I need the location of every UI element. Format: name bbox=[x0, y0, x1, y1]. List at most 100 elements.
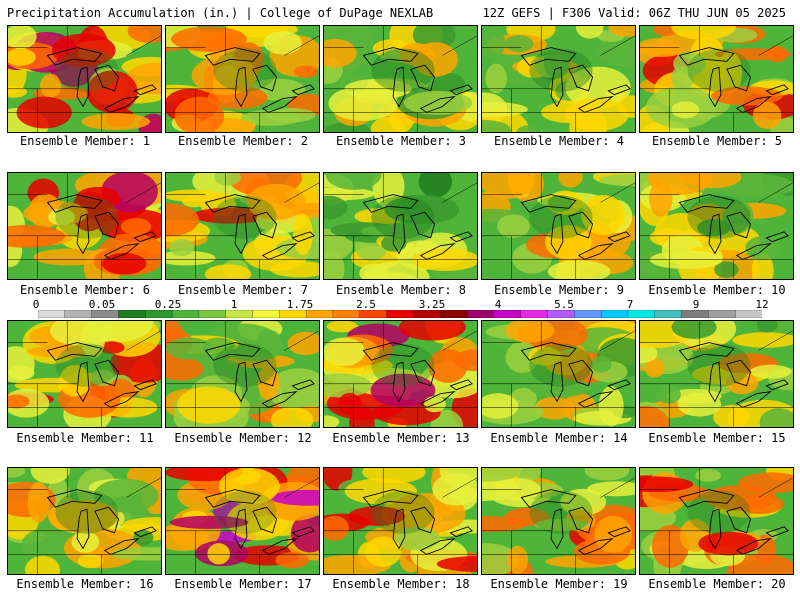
state-border bbox=[284, 477, 319, 498]
precip-area bbox=[127, 26, 161, 43]
lake-outline bbox=[520, 342, 577, 361]
lake-outline bbox=[726, 359, 752, 387]
precip-area bbox=[394, 526, 440, 551]
colorbar-tick-label: 12 bbox=[755, 298, 769, 311]
lake-outline bbox=[520, 489, 577, 508]
lake-outline bbox=[392, 361, 406, 403]
ensemble-member-label: Ensemble Member: 14 bbox=[490, 431, 628, 445]
precip-area bbox=[534, 396, 575, 420]
precip-area bbox=[8, 394, 30, 409]
precip-area bbox=[594, 515, 633, 553]
colorbar bbox=[38, 310, 762, 318]
lake-outline bbox=[765, 526, 789, 538]
precip-area bbox=[268, 368, 319, 412]
lake-outline bbox=[103, 96, 140, 113]
precip-area bbox=[714, 261, 739, 278]
header: Precipitation Accumulation (in.) | Colle… bbox=[0, 0, 800, 24]
precip-area bbox=[81, 113, 151, 131]
lake-outline bbox=[392, 66, 406, 108]
precip-area bbox=[326, 321, 358, 333]
ensemble-member-label: Ensemble Member: 18 bbox=[332, 577, 470, 591]
colorbar-swatch bbox=[708, 310, 736, 318]
precip-area bbox=[381, 234, 407, 252]
colorbar-swatch bbox=[493, 310, 522, 318]
ensemble-member-label: Ensemble Member: 11 bbox=[16, 431, 154, 445]
precip-area bbox=[482, 393, 519, 419]
ensemble-member-map bbox=[7, 172, 162, 280]
colorbar-tick-label: 0.25 bbox=[154, 298, 182, 311]
lake-outline bbox=[419, 538, 456, 555]
ensemble-member-map bbox=[323, 172, 478, 280]
precip-area bbox=[505, 341, 540, 373]
precip-area bbox=[40, 73, 62, 98]
precip-area bbox=[49, 321, 113, 347]
colorbar-swatch bbox=[520, 310, 549, 318]
lake-outline bbox=[607, 379, 631, 391]
ensemble-member-label: Ensemble Member: 1 bbox=[19, 134, 151, 148]
precip-area bbox=[86, 70, 138, 113]
colorbar-swatch bbox=[735, 310, 762, 318]
precip-area bbox=[90, 369, 115, 387]
lake-outline bbox=[568, 506, 594, 534]
precip-area bbox=[359, 263, 390, 279]
precip-area bbox=[565, 66, 631, 109]
precip-area bbox=[287, 331, 319, 356]
precip-area bbox=[711, 86, 783, 106]
lake-outline bbox=[204, 489, 261, 508]
ensemble-member-map bbox=[323, 467, 478, 575]
lake-outline bbox=[568, 359, 594, 387]
precip-area bbox=[598, 386, 624, 427]
state-border bbox=[758, 182, 793, 203]
ensemble-member-map bbox=[165, 172, 320, 280]
precip-area bbox=[482, 516, 528, 532]
precip-area bbox=[122, 517, 161, 533]
precip-area bbox=[683, 173, 742, 189]
precip-area bbox=[51, 33, 116, 67]
colorbar-swatch bbox=[91, 310, 120, 318]
precip-area bbox=[595, 35, 635, 68]
precip-area bbox=[290, 514, 319, 553]
lake-outline bbox=[520, 194, 577, 213]
ensemble-member-label: Ensemble Member: 13 bbox=[332, 431, 470, 445]
precip-area bbox=[192, 207, 270, 224]
colorbar-swatch bbox=[466, 310, 495, 318]
lake-outline bbox=[291, 526, 315, 538]
precip-area bbox=[608, 26, 635, 37]
lake-outline bbox=[410, 506, 436, 534]
colorbar-tick-label: 0.05 bbox=[88, 298, 116, 311]
ensemble-member-label: Ensemble Member: 6 bbox=[19, 283, 151, 297]
precip-area bbox=[599, 173, 635, 187]
lake-outline bbox=[94, 359, 120, 387]
precip-area bbox=[267, 108, 316, 123]
precip-area bbox=[695, 468, 722, 482]
lake-outline bbox=[103, 391, 140, 408]
colorbar-swatch bbox=[359, 310, 388, 318]
ensemble-member-map bbox=[7, 320, 162, 428]
colorbar-swatch bbox=[440, 310, 468, 318]
precip-area bbox=[75, 186, 121, 210]
lake-outline bbox=[46, 47, 103, 66]
precip-area bbox=[166, 189, 222, 202]
state-border bbox=[600, 35, 635, 56]
precip-area bbox=[722, 199, 754, 234]
colorbar-swatch bbox=[681, 310, 710, 318]
state-border bbox=[284, 182, 319, 203]
state-border bbox=[442, 330, 477, 351]
precip-area bbox=[640, 405, 670, 427]
lake-outline bbox=[708, 66, 722, 108]
ensemble-member-label: Ensemble Member: 8 bbox=[335, 283, 467, 297]
colorbar-tick-label: 4 bbox=[494, 298, 502, 311]
colorbar-swatch bbox=[654, 310, 683, 318]
lake-outline bbox=[94, 506, 120, 534]
state-border bbox=[758, 35, 793, 56]
state-border bbox=[442, 477, 477, 498]
lake-outline bbox=[46, 489, 103, 508]
precip-area bbox=[93, 478, 159, 513]
precip-area bbox=[324, 38, 357, 68]
ensemble-member-label: Ensemble Member: 9 bbox=[493, 283, 625, 297]
colorbar-swatch bbox=[413, 310, 441, 318]
lake-outline bbox=[261, 243, 298, 260]
precip-area bbox=[560, 488, 607, 516]
precip-area bbox=[27, 481, 50, 523]
lake-outline bbox=[133, 379, 157, 391]
